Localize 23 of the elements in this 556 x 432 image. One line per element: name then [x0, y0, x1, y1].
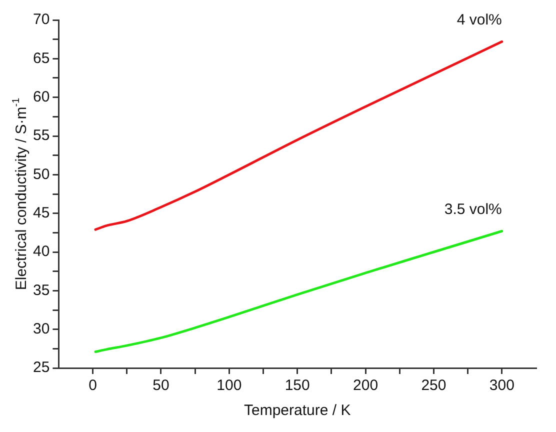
series-label: 4 vol% — [456, 11, 502, 28]
series-label: 3.5 vol% — [444, 200, 502, 218]
y-tick-label: 45 — [32, 204, 50, 222]
x-tick-label: 150 — [284, 377, 310, 394]
y-tick-label: 60 — [32, 88, 50, 106]
y-tick-label: 65 — [32, 50, 50, 67]
x-tick-label: 50 — [152, 377, 170, 394]
x-tick-label: 200 — [353, 377, 378, 394]
y-tick-label: 50 — [32, 166, 50, 183]
y-tick-label: 40 — [32, 243, 50, 260]
y-tick-label: 25 — [32, 359, 50, 376]
x-tick-label: 100 — [216, 377, 242, 394]
y-tick-label: 70 — [32, 11, 50, 28]
x-tick-label: 300 — [489, 377, 514, 394]
y-tick-label: 30 — [32, 320, 50, 338]
line-series — [94, 230, 504, 354]
y-axis-title: Electrical conductivity / S·m-1 — [10, 97, 30, 290]
y-tick-label: 35 — [32, 282, 50, 299]
x-tick-label: 0 — [88, 377, 97, 394]
y-tick-label: 55 — [32, 127, 50, 144]
x-tick-label: 250 — [421, 377, 446, 394]
x-axis-title: Temperature / K — [244, 402, 351, 420]
line-series — [94, 40, 504, 231]
